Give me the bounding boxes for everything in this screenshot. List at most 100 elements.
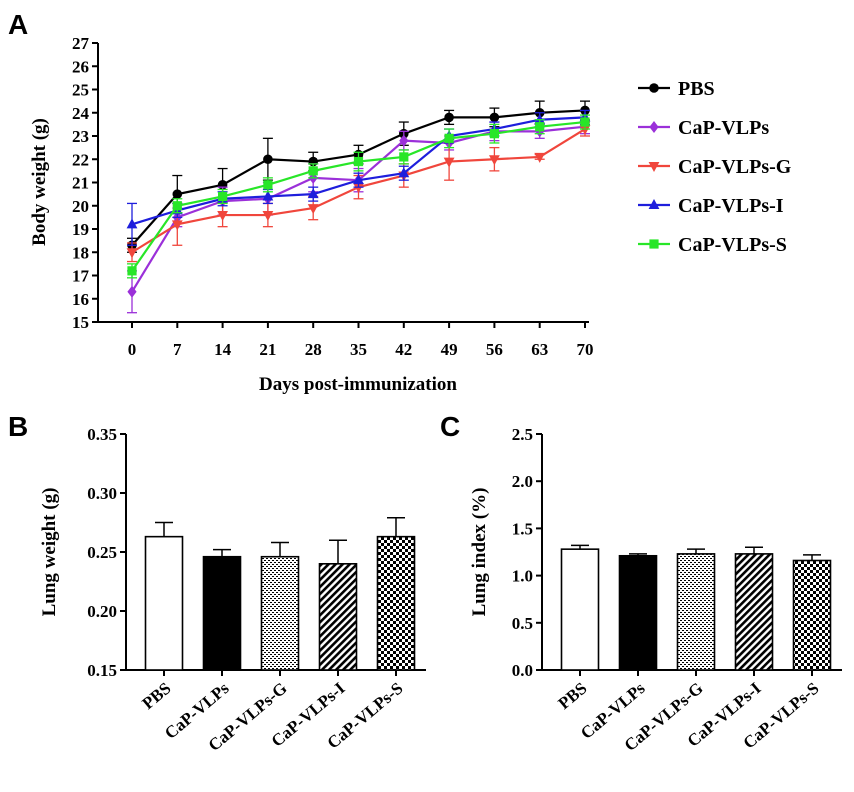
panel-a-data-point xyxy=(489,155,500,166)
panel-a-data-point xyxy=(444,133,454,143)
panel-a-y-tick-label: 23 xyxy=(72,127,89,146)
panel-a-data-point xyxy=(307,204,319,215)
panel-a-y-tick-label: 27 xyxy=(72,34,90,53)
panel-a-data-point xyxy=(172,201,182,211)
panel-a-data-point xyxy=(534,113,546,124)
panel-a-data-point xyxy=(126,218,138,229)
panel-a-x-tick-label: 35 xyxy=(350,340,367,359)
panel-c-y-tick-label: 1.0 xyxy=(512,567,533,586)
panel-a-y-tick-label: 16 xyxy=(72,290,89,309)
panel-a-series-4 xyxy=(127,114,590,279)
panel-b-y-tick-label: 0.35 xyxy=(87,425,117,444)
panel-a-data-point xyxy=(399,134,409,147)
panel-a-data-point xyxy=(444,112,454,123)
panel-a-x-tick-label: 70 xyxy=(577,340,594,359)
legend-label-2: CaP-VLPs-G xyxy=(678,156,792,178)
panel-a-x-axis-title: Days post-immunization xyxy=(259,374,457,395)
panel-b-bar-3 xyxy=(318,562,358,671)
panel-a-data-point xyxy=(127,285,137,298)
panel-b-bar-0 xyxy=(144,535,184,671)
panel-a-data-point xyxy=(353,174,364,185)
panel-a-data-point xyxy=(353,156,364,167)
panel-a-y-tick-label: 25 xyxy=(72,81,89,100)
panel-a-data-point xyxy=(262,190,274,201)
panel-a-x-tick-label: 0 xyxy=(128,340,137,359)
panel-c-y-tick-label: 0.0 xyxy=(512,661,533,680)
panel-a-data-point xyxy=(218,191,228,202)
panel-a-data-point xyxy=(126,248,138,259)
panel-a-x-tick-label: 7 xyxy=(173,340,182,359)
panel-a-data-point xyxy=(172,189,183,199)
panel-c-y-axis-title: Lung index (%) xyxy=(469,488,490,617)
legend-label-4: CaP-VLPs-S xyxy=(678,234,787,256)
panel-c-bar-chart: 0.00.51.01.52.02.5PBSCaP-VLPsCaP-VLPs-GC… xyxy=(512,425,842,755)
panel-c-category-label: PBS xyxy=(554,679,590,714)
panel-a-x-tick-label: 49 xyxy=(441,340,458,359)
panel-a-y-tick-label: 18 xyxy=(72,243,89,262)
panel-a-y-tick-label: 24 xyxy=(72,104,90,123)
panel-a-y-axis-title: Body weight (g) xyxy=(29,118,50,246)
panel-c-bar-4 xyxy=(792,559,832,671)
panel-a-data-point xyxy=(489,129,499,139)
legend-swatch-marker xyxy=(649,121,659,133)
panel-b-bar-4 xyxy=(376,535,416,671)
panel-a-y-tick-label: 26 xyxy=(72,57,89,76)
panel-c-y-tick-label: 1.5 xyxy=(512,519,533,538)
legend-label-1: CaP-VLPs xyxy=(678,117,769,139)
panel-b-bar-2 xyxy=(260,555,300,671)
panel-b-y-axis-title: Lung weight (g) xyxy=(39,488,60,617)
panel-a-data-point xyxy=(127,266,137,276)
legend-label-3: CaP-VLPs-I xyxy=(678,195,784,217)
panel-c-y-tick-label: 2.0 xyxy=(512,472,533,491)
panel-a-data-point xyxy=(171,220,183,231)
panel-a-data-point xyxy=(308,166,318,176)
panel-b-category-label: PBS xyxy=(138,679,174,714)
panel-a-data-point xyxy=(398,167,410,178)
panel-a-data-point xyxy=(307,188,319,199)
panel-c-y-tick-label: 0.5 xyxy=(512,614,533,633)
legend-swatch-marker xyxy=(649,83,659,93)
panel-a-data-point xyxy=(443,157,455,168)
panel-a-data-point xyxy=(263,180,273,190)
legend-swatch-marker xyxy=(648,162,660,172)
panel-a-data-point xyxy=(579,125,591,136)
panel-a-y-tick-label: 20 xyxy=(72,197,89,216)
panel-a-data-point xyxy=(535,122,545,132)
legend-swatch-marker xyxy=(648,199,660,209)
panel-a-data-point xyxy=(399,152,409,162)
panel-b-y-tick-label: 0.20 xyxy=(87,602,117,621)
panel-a-x-tick-label: 21 xyxy=(259,340,276,359)
panel-a-x-tick-label: 14 xyxy=(214,340,232,359)
panel-c-y-tick-label: 2.5 xyxy=(512,425,533,444)
panel-a-data-point xyxy=(534,152,546,163)
panel-a-x-tick-label: 28 xyxy=(305,340,322,359)
panel-label-b: B xyxy=(8,411,28,442)
legend-label-0: PBS xyxy=(678,78,715,100)
panel-label-a: A xyxy=(8,9,28,40)
legend-swatch-marker xyxy=(649,239,659,249)
panel-c-bar-1 xyxy=(618,554,658,671)
panel-b-y-tick-label: 0.25 xyxy=(87,543,117,562)
panel-a-data-point xyxy=(262,211,274,222)
panel-a-legend: PBS CaP-VLPs CaP-VLPs-G CaP-VLPs-I CaP-VLPs-… xyxy=(638,78,792,256)
panel-a-x-tick-label: 63 xyxy=(531,340,548,359)
panel-a-data-point xyxy=(580,117,590,127)
panel-a-line-chart: 15 16 17 18 19 20 21 22 23 24 25 26 27 0 7 14 21 28 35 42 49… xyxy=(72,34,594,359)
panel-a-y-tick-label: 22 xyxy=(72,150,89,169)
panel-a-data-point xyxy=(217,211,228,222)
panel-label-c: C xyxy=(440,411,460,442)
panel-a-y-tick-label: 21 xyxy=(72,174,89,193)
panel-b-y-tick-label: 0.15 xyxy=(87,661,117,680)
panel-c-bar-0 xyxy=(560,548,600,671)
panel-a-series-2 xyxy=(126,121,591,263)
panel-a-data-point xyxy=(263,154,273,165)
panel-c-bar-3 xyxy=(734,553,774,671)
panel-a-x-tick-label: 56 xyxy=(486,340,503,359)
panel-c-bar-2 xyxy=(676,553,716,671)
panel-b-bar-chart: 0.150.200.250.300.35PBSCaP-VLPsCaP-VLPs-… xyxy=(87,425,426,755)
panel-a-y-tick-label: 15 xyxy=(72,313,89,332)
panel-b-y-tick-label: 0.30 xyxy=(87,484,117,503)
panel-a-data-point xyxy=(489,112,500,123)
panel-a-x-tick-label: 42 xyxy=(395,340,412,359)
